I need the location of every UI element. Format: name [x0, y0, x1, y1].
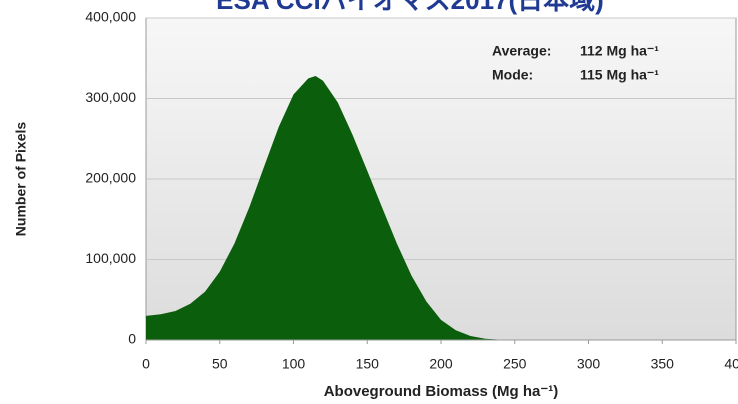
x-axis-label: Aboveground Biomass (Mg ha⁻¹): [324, 383, 559, 400]
x-tick-label: 350: [651, 356, 675, 372]
y-tick-label: 100,000: [85, 250, 136, 266]
y-tick-label: 0: [128, 331, 136, 347]
x-tick-label: 200: [429, 356, 453, 372]
annotation-text: 115 Mg ha⁻¹: [580, 67, 659, 83]
x-tick-label: 300: [577, 356, 601, 372]
chart-title: ESA CCIバイオマス2017(日本域): [216, 0, 604, 15]
x-tick-label: 400: [724, 356, 738, 372]
y-tick-label: 300,000: [85, 89, 136, 105]
x-tick-label: 250: [503, 356, 527, 372]
area: [146, 76, 736, 340]
x-tick-label: 50: [212, 356, 228, 372]
y-axis-label: Number of Pixels: [13, 122, 29, 237]
annotation-text: 112 Mg ha⁻¹: [580, 43, 659, 59]
y-tick-label: 200,000: [85, 170, 136, 186]
annotation-key: Average:: [492, 43, 551, 59]
x-tick-label: 150: [356, 356, 380, 372]
annotation-key: Mode:: [492, 67, 533, 83]
x-tick-label: 100: [282, 356, 306, 372]
x-tick-label: 0: [142, 356, 150, 372]
y-tick-label: 400,000: [85, 9, 136, 25]
